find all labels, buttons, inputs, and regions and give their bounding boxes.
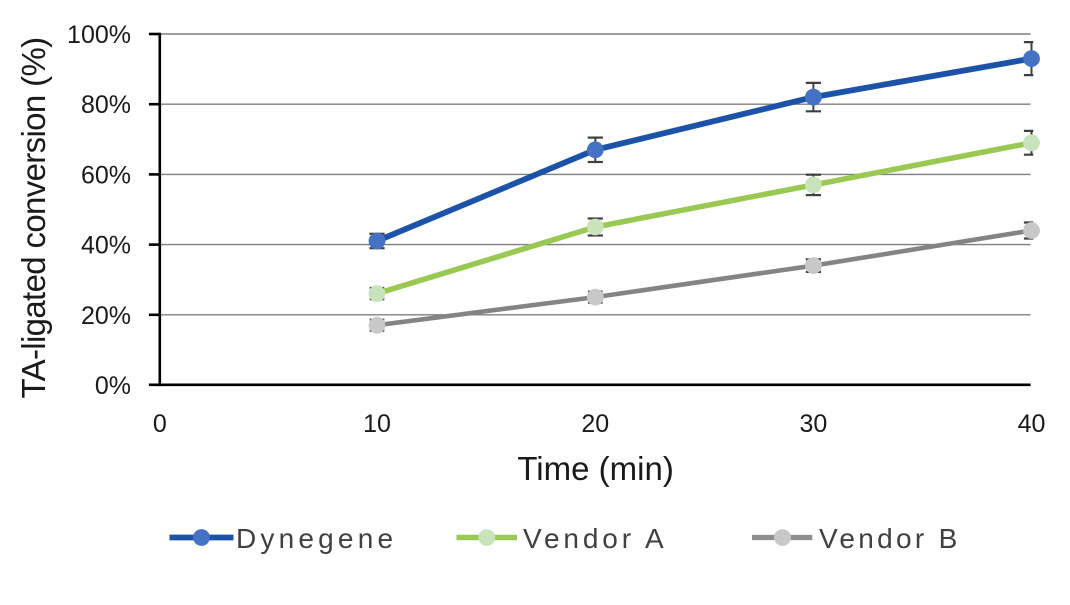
svg-text:Dynegene: Dynegene bbox=[236, 523, 397, 554]
svg-text:Vendor B: Vendor B bbox=[819, 523, 961, 554]
svg-text:Time (min): Time (min) bbox=[517, 450, 673, 487]
svg-text:100%: 100% bbox=[67, 21, 131, 49]
svg-text:0%: 0% bbox=[95, 372, 131, 400]
svg-text:10: 10 bbox=[363, 410, 391, 438]
svg-text:Vendor A: Vendor A bbox=[523, 523, 668, 554]
svg-text:0: 0 bbox=[153, 410, 167, 438]
svg-text:40: 40 bbox=[1018, 410, 1046, 438]
svg-text:30: 30 bbox=[799, 410, 827, 438]
svg-text:20%: 20% bbox=[81, 302, 131, 330]
svg-text:80%: 80% bbox=[81, 91, 131, 119]
svg-text:40%: 40% bbox=[81, 232, 131, 260]
svg-text:TA-ligated conversion (%): TA-ligated conversion (%) bbox=[15, 38, 52, 399]
svg-text:60%: 60% bbox=[81, 161, 131, 189]
svg-text:20: 20 bbox=[581, 410, 609, 438]
